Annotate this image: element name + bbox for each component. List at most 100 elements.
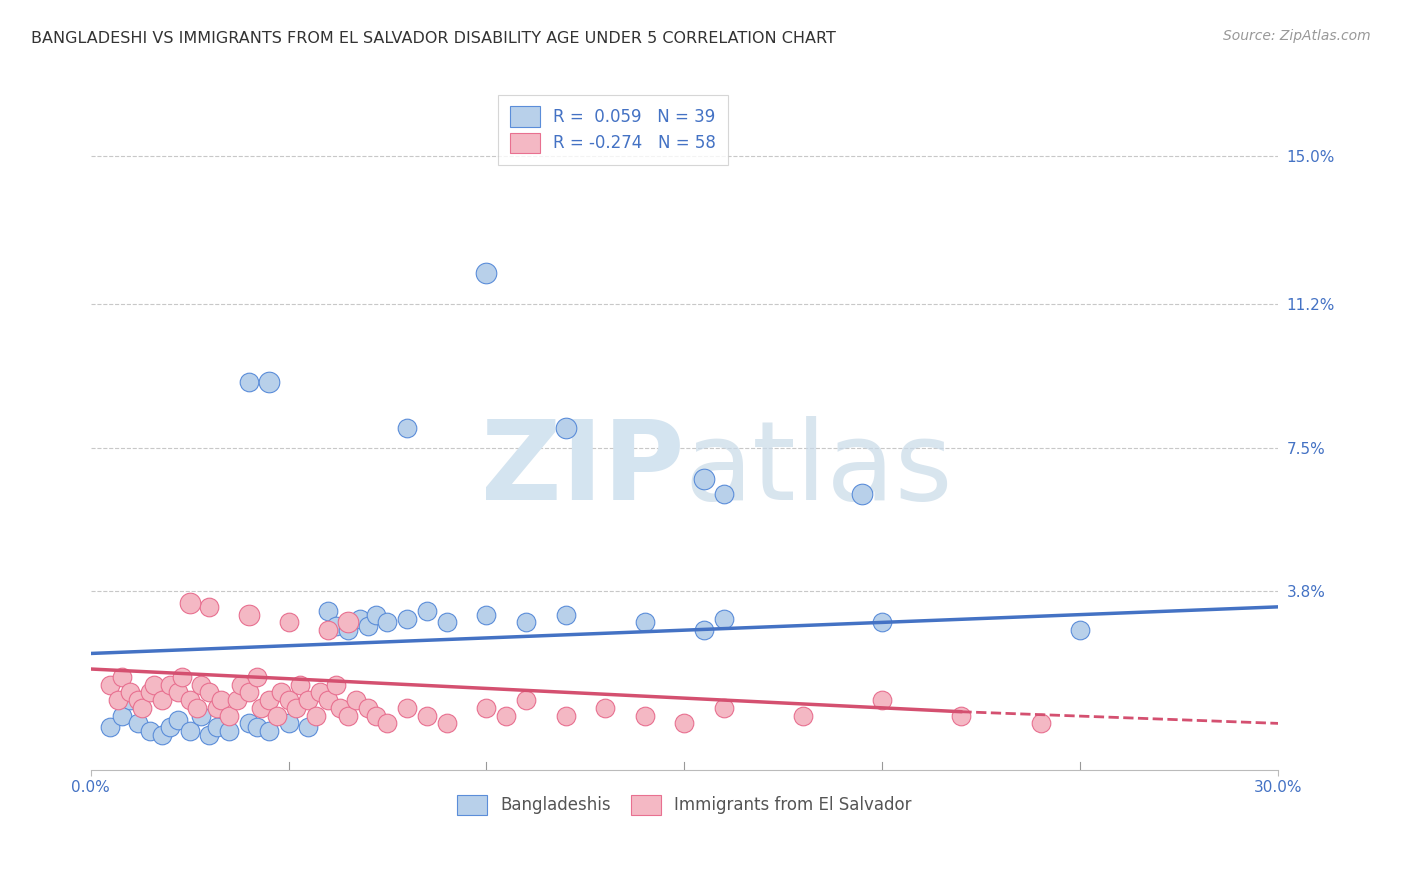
Point xyxy=(634,615,657,630)
Point xyxy=(250,701,273,715)
Point xyxy=(436,615,458,630)
Point xyxy=(416,604,439,618)
Point xyxy=(851,487,873,501)
Point xyxy=(111,708,134,723)
Point xyxy=(870,615,893,630)
Point xyxy=(159,677,181,691)
Point xyxy=(344,693,367,707)
Point xyxy=(713,487,735,501)
Point xyxy=(329,701,352,715)
Point xyxy=(364,607,387,622)
Point xyxy=(218,724,240,739)
Point xyxy=(166,713,188,727)
Point xyxy=(475,266,498,280)
Point xyxy=(190,677,212,691)
Point xyxy=(229,677,252,691)
Point xyxy=(416,708,439,723)
Point xyxy=(100,677,122,691)
Point xyxy=(1029,716,1052,731)
Point xyxy=(277,615,299,630)
Point xyxy=(290,677,312,691)
Point xyxy=(198,728,221,742)
Point xyxy=(634,708,657,723)
Point xyxy=(396,611,419,625)
Point xyxy=(127,693,149,707)
Point xyxy=(396,701,419,715)
Point xyxy=(673,716,696,731)
Point xyxy=(950,708,973,723)
Text: BANGLADESHI VS IMMIGRANTS FROM EL SALVADOR DISABILITY AGE UNDER 5 CORRELATION CH: BANGLADESHI VS IMMIGRANTS FROM EL SALVAD… xyxy=(31,31,835,46)
Point xyxy=(190,708,212,723)
Point xyxy=(107,693,129,707)
Point xyxy=(257,693,280,707)
Point xyxy=(150,728,173,742)
Point xyxy=(336,623,359,637)
Point xyxy=(297,693,319,707)
Point xyxy=(198,599,221,614)
Point xyxy=(336,615,359,630)
Point xyxy=(142,677,165,691)
Point xyxy=(870,693,893,707)
Point xyxy=(285,701,308,715)
Point xyxy=(1069,623,1091,637)
Point xyxy=(515,693,537,707)
Point xyxy=(111,670,134,684)
Point xyxy=(238,716,260,731)
Point xyxy=(179,724,201,739)
Point xyxy=(277,716,299,731)
Point xyxy=(475,701,498,715)
Point xyxy=(139,724,162,739)
Point xyxy=(297,720,319,734)
Point xyxy=(515,615,537,630)
Point xyxy=(316,604,339,618)
Point xyxy=(100,720,122,734)
Point xyxy=(693,623,716,637)
Point xyxy=(131,701,153,715)
Point xyxy=(270,685,292,699)
Point xyxy=(207,701,229,715)
Point xyxy=(593,701,616,715)
Point xyxy=(166,685,188,699)
Point xyxy=(257,724,280,739)
Point xyxy=(436,716,458,731)
Point xyxy=(238,685,260,699)
Point xyxy=(316,693,339,707)
Text: Source: ZipAtlas.com: Source: ZipAtlas.com xyxy=(1223,29,1371,43)
Point xyxy=(246,720,269,734)
Point xyxy=(170,670,193,684)
Point xyxy=(396,421,419,435)
Point xyxy=(159,720,181,734)
Point xyxy=(238,607,260,622)
Point xyxy=(120,685,142,699)
Point xyxy=(209,693,232,707)
Point xyxy=(325,677,347,691)
Point xyxy=(336,708,359,723)
Point xyxy=(238,375,260,389)
Point xyxy=(349,611,371,625)
Point xyxy=(554,421,576,435)
Point xyxy=(357,701,380,715)
Point xyxy=(713,611,735,625)
Point xyxy=(120,693,142,707)
Legend: Bangladeshis, Immigrants from El Salvador: Bangladeshis, Immigrants from El Salvado… xyxy=(449,786,920,823)
Point xyxy=(179,596,201,610)
Point xyxy=(475,607,498,622)
Point xyxy=(150,693,173,707)
Point xyxy=(127,716,149,731)
Point xyxy=(377,615,399,630)
Text: atlas: atlas xyxy=(685,416,953,523)
Point xyxy=(364,708,387,723)
Point xyxy=(377,716,399,731)
Point xyxy=(325,619,347,633)
Point xyxy=(139,685,162,699)
Point xyxy=(305,708,328,723)
Point xyxy=(226,693,249,707)
Text: ZIP: ZIP xyxy=(481,416,685,523)
Point xyxy=(554,708,576,723)
Point xyxy=(693,472,716,486)
Point xyxy=(198,685,221,699)
Point xyxy=(246,670,269,684)
Point xyxy=(277,693,299,707)
Point xyxy=(357,619,380,633)
Point xyxy=(218,708,240,723)
